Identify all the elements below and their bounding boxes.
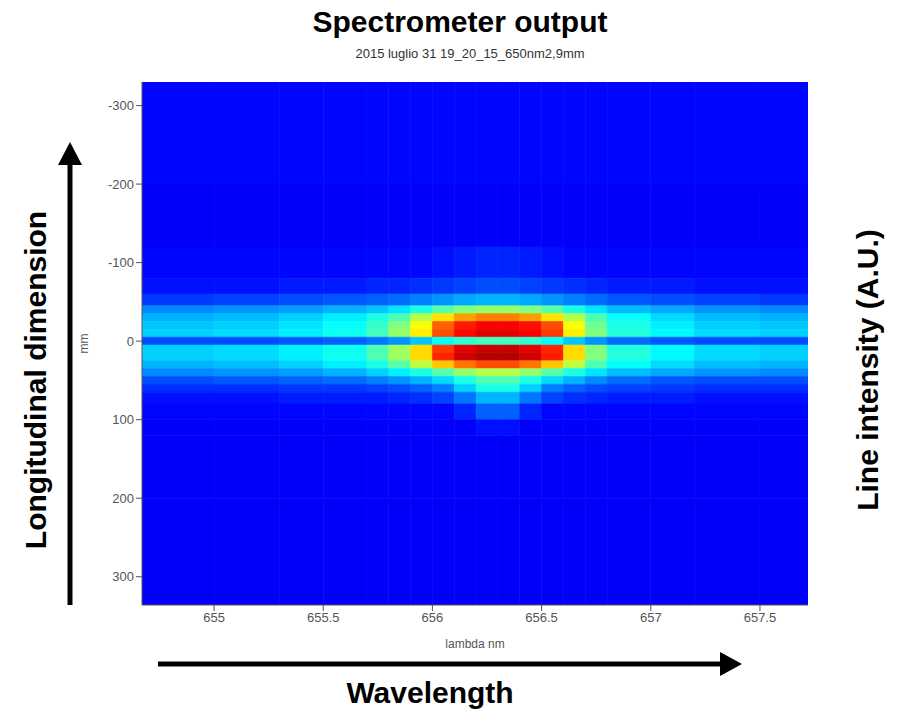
svg-text:655.5: 655.5 [307, 610, 340, 625]
svg-text:100: 100 [112, 412, 134, 427]
svg-text:Longitudinal dimension: Longitudinal dimension [19, 211, 52, 549]
svg-text:-300: -300 [108, 98, 134, 113]
svg-text:657.5: 657.5 [744, 610, 777, 625]
svg-text:657: 657 [640, 610, 662, 625]
svg-text:Spectrometer output: Spectrometer output [312, 5, 607, 38]
svg-text:2015 luglio 31 19_20_15_650nm2: 2015 luglio 31 19_20_15_650nm2,9mm [355, 46, 584, 61]
svg-text:200: 200 [112, 491, 134, 506]
svg-text:Line intensity (A.U.): Line intensity (A.U.) [851, 229, 884, 511]
svg-text:0: 0 [127, 334, 134, 349]
svg-text:300: 300 [112, 569, 134, 584]
svg-text:-200: -200 [108, 177, 134, 192]
svg-text:mm: mm [77, 334, 91, 354]
svg-text:lambda nm: lambda nm [445, 637, 504, 651]
svg-text:656: 656 [422, 610, 444, 625]
svg-text:Wavelength: Wavelength [346, 676, 513, 709]
svg-text:655: 655 [203, 610, 225, 625]
svg-text:-100: -100 [108, 255, 134, 270]
svg-text:656.5: 656.5 [525, 610, 558, 625]
